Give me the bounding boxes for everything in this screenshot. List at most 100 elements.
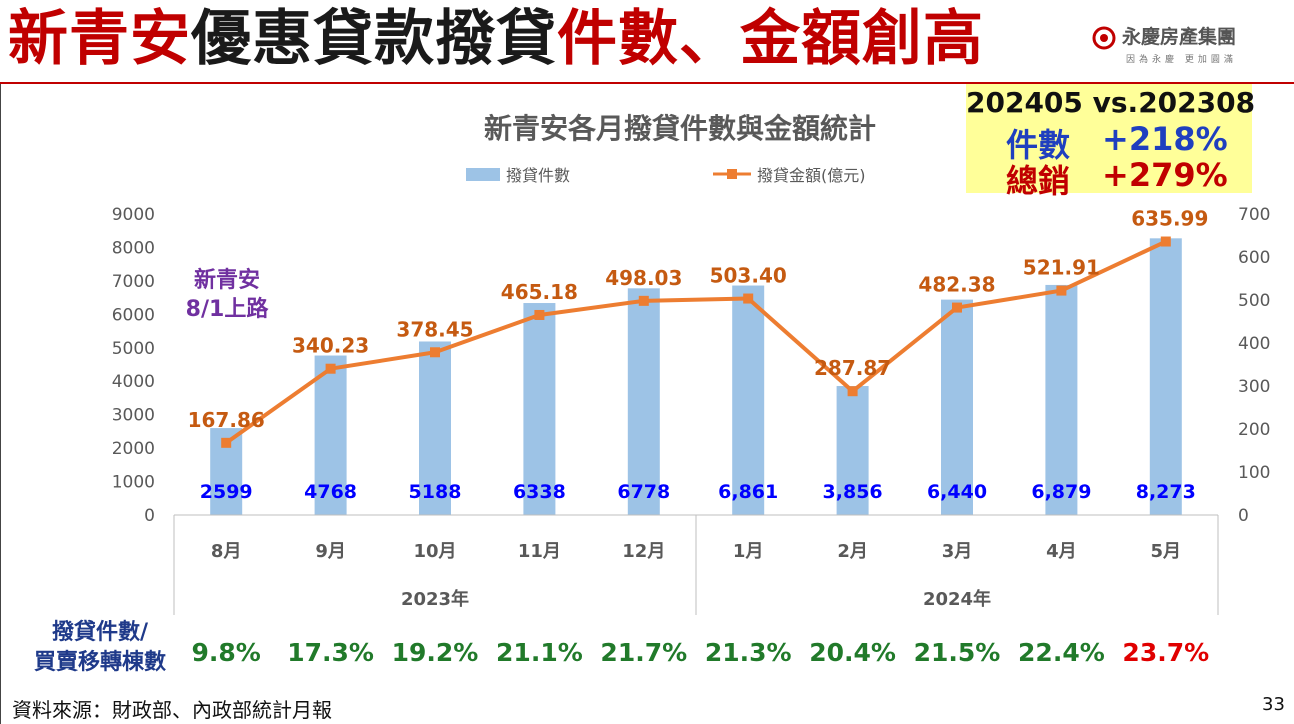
ratio-value: 21.7% bbox=[600, 638, 687, 667]
line-data-label: 378.45 bbox=[396, 317, 473, 341]
legend-bar-swatch bbox=[466, 168, 500, 181]
x-tick-label: 12月 bbox=[622, 541, 665, 562]
bar-data-label: 6778 bbox=[617, 481, 670, 503]
comparison-callout: 202405 vs.202308 件數 +218% 總銷 +279% bbox=[966, 84, 1256, 200]
callout-sales-value: +279% bbox=[1102, 156, 1228, 194]
bar-data-label: 6338 bbox=[513, 481, 566, 503]
y-axis-right: 0 100 200 300 400 500 600 700 bbox=[1238, 205, 1270, 526]
ratio-value: 9.8% bbox=[192, 638, 261, 667]
title-part-1: 新青安 bbox=[8, 4, 191, 74]
bar-data-label: 8,273 bbox=[1136, 481, 1196, 503]
y-right-tick-label: 500 bbox=[1238, 291, 1270, 311]
x-group-label: 2023年 bbox=[401, 588, 469, 610]
company-logo: 永慶房產集團 因為永慶 更加圓滿 bbox=[1092, 22, 1277, 68]
logo-mark-icon bbox=[1092, 26, 1116, 50]
bar-data-label: 6,440 bbox=[927, 481, 987, 503]
line-point bbox=[847, 386, 858, 397]
y-axis-left: 0 1000 2000 3000 4000 5000 6000 7000 8000 9000 bbox=[112, 205, 155, 526]
y-left-tick-label: 5000 bbox=[112, 339, 155, 359]
ratio-value: 22.4% bbox=[1018, 638, 1105, 667]
line-series bbox=[221, 236, 1171, 448]
line-data-label: 167.86 bbox=[188, 408, 265, 432]
x-tick-label: 10月 bbox=[413, 541, 456, 562]
left-border bbox=[0, 84, 1, 724]
callout-heading: 202405 vs.202308 bbox=[966, 86, 1256, 119]
page-title: 新青安優惠貸款撥貸件數、金額創高 bbox=[8, 0, 984, 80]
bar-data-label: 6,879 bbox=[1031, 481, 1091, 503]
bar-data-label: 4768 bbox=[304, 481, 357, 503]
y-left-tick-label: 1000 bbox=[112, 473, 155, 493]
logo-name: 永慶房產集團 bbox=[1122, 26, 1237, 48]
y-left-tick-label: 4000 bbox=[112, 372, 155, 392]
y-left-tick-label: 8000 bbox=[112, 238, 155, 258]
title-part-2: 優惠貸款撥貸 bbox=[191, 4, 557, 74]
y-left-tick-label: 0 bbox=[144, 506, 155, 526]
line-data-labels: 167.86 340.23 378.45 465.18 498.03 503.40 287.… bbox=[188, 207, 1209, 432]
x-tick-label: 2月 bbox=[837, 541, 868, 562]
x-tick-label: 4月 bbox=[1046, 541, 1077, 562]
bar-series bbox=[210, 238, 1182, 515]
y-left-tick-label: 3000 bbox=[112, 406, 155, 426]
chart-title: 新青安各月撥貸件數與金額統計 bbox=[484, 112, 876, 145]
ratio-value: 21.3% bbox=[705, 638, 792, 667]
y-left-tick-label: 2000 bbox=[112, 439, 155, 459]
ratio-label-line-1: 撥貸件數/ bbox=[51, 620, 149, 645]
title-part-3: 件數、 bbox=[557, 4, 740, 74]
ratio-value: 19.2% bbox=[392, 638, 479, 667]
line-data-label: 521.91 bbox=[1023, 256, 1100, 280]
line-point bbox=[1056, 285, 1067, 296]
bar-data-labels: 2599 4768 5188 6338 6778 6,861 3,856 6,440 6,879… bbox=[200, 481, 1196, 503]
ratio-value: 21.1% bbox=[496, 638, 583, 667]
line-point bbox=[1160, 236, 1171, 247]
bar bbox=[314, 355, 347, 515]
bar bbox=[419, 341, 451, 515]
y-right-tick-label: 300 bbox=[1238, 377, 1270, 397]
bar bbox=[941, 299, 973, 515]
line-point bbox=[534, 309, 545, 320]
y-right-tick-label: 100 bbox=[1238, 463, 1270, 483]
legend-line-label: 撥貸金額(億元) bbox=[757, 166, 866, 185]
line-point bbox=[325, 363, 336, 374]
bar-data-label: 6,861 bbox=[718, 481, 778, 503]
page-number: 33 bbox=[1262, 694, 1285, 715]
y-right-tick-label: 0 bbox=[1238, 506, 1249, 526]
y-left-tick-label: 6000 bbox=[112, 305, 155, 325]
callout-sales-label: 總銷 bbox=[1006, 162, 1071, 200]
x-tick-label: 8月 bbox=[211, 541, 242, 562]
ratio-row-label: 撥貸件數/ 買賣移轉棟數 bbox=[20, 618, 180, 678]
series-line bbox=[225, 239, 1167, 445]
bar bbox=[627, 288, 660, 515]
bar-data-label: 2599 bbox=[200, 481, 253, 503]
ratio-value: 17.3% bbox=[287, 638, 374, 667]
title-part-4: 金額創高 bbox=[740, 4, 984, 74]
ratio-value: 23.7% bbox=[1122, 638, 1209, 667]
line-point bbox=[430, 347, 440, 358]
x-tick-label: 9月 bbox=[315, 541, 346, 562]
line-point bbox=[221, 437, 232, 448]
bar bbox=[1045, 284, 1078, 515]
line-data-label: 465.18 bbox=[501, 280, 578, 304]
line-data-label: 482.38 bbox=[918, 273, 995, 297]
bar bbox=[1149, 238, 1182, 515]
line-data-label: 340.23 bbox=[292, 334, 369, 358]
y-right-tick-label: 700 bbox=[1238, 205, 1270, 225]
callout-count-label: 件數 bbox=[1006, 126, 1071, 164]
bar bbox=[732, 285, 765, 515]
line-point bbox=[638, 295, 649, 306]
bar bbox=[836, 386, 869, 515]
bar bbox=[523, 303, 556, 515]
legend-line-marker bbox=[727, 169, 737, 179]
bar-data-label: 3,856 bbox=[823, 481, 883, 503]
y-right-tick-label: 400 bbox=[1238, 334, 1270, 354]
ratio-label-line-2: 買賣移轉棟數 bbox=[33, 650, 166, 675]
x-tick-label: 11月 bbox=[518, 541, 561, 562]
line-point bbox=[952, 302, 962, 313]
callout-count-value: +218% bbox=[1102, 120, 1228, 158]
x-group-label: 2024年 bbox=[923, 588, 991, 610]
line-data-label: 503.40 bbox=[710, 264, 787, 288]
annotation-line-2: 8/1上路 bbox=[186, 296, 270, 322]
x-tick-label: 3月 bbox=[942, 541, 973, 562]
x-tick-label: 5月 bbox=[1151, 541, 1182, 562]
ratio-value: 20.4% bbox=[809, 638, 896, 667]
